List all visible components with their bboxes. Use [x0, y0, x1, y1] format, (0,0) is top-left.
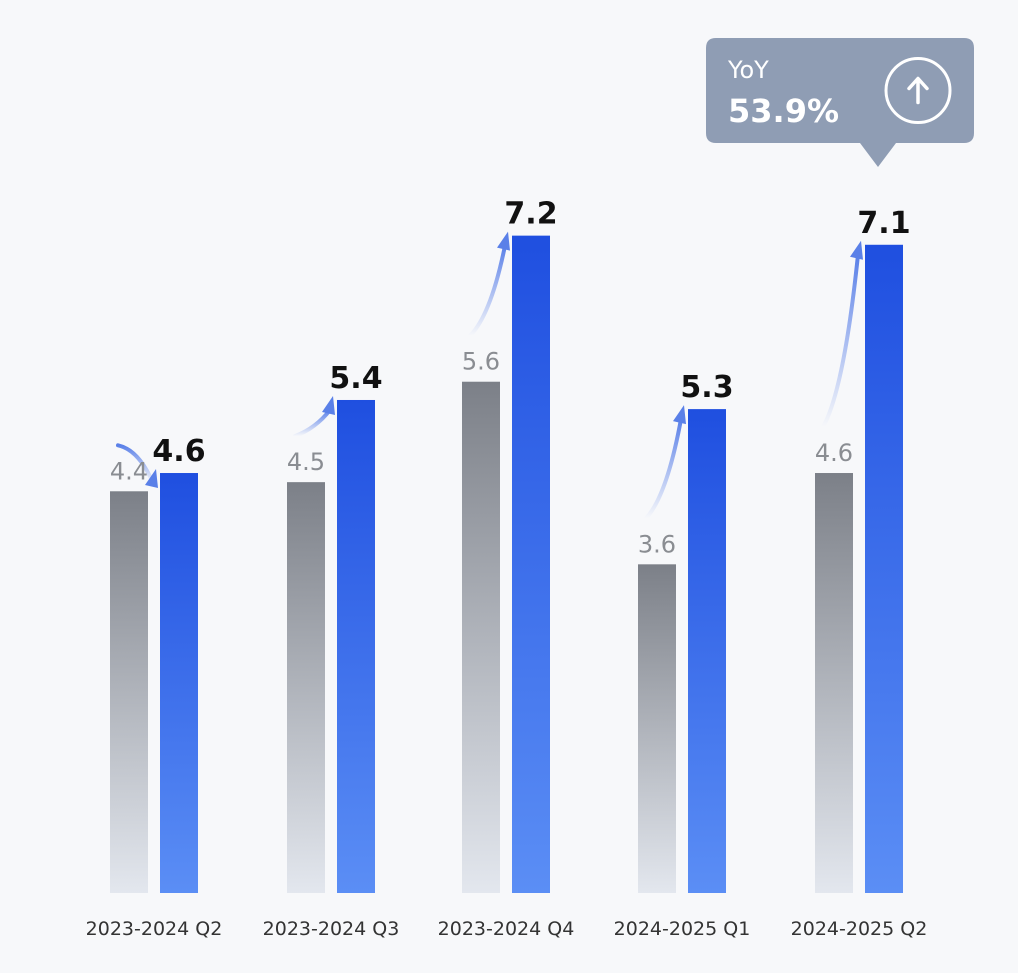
- yoy-value: 53.9%: [728, 92, 839, 130]
- growth-arrow-2: [293, 395, 335, 439]
- bar-current-1: [160, 473, 198, 893]
- value-label-previous-2: 4.5: [287, 448, 325, 476]
- bar-previous-3: [462, 381, 500, 893]
- bar-current-3: [512, 235, 550, 893]
- value-label-current-1: 4.6: [152, 434, 205, 469]
- growth-arrow-3: [468, 231, 510, 338]
- value-label-current-5: 7.1: [857, 206, 910, 241]
- growth-arrow-4: [644, 405, 686, 521]
- value-label-current-3: 7.2: [504, 197, 557, 232]
- category-label-4: 2024-2025 Q1: [614, 918, 751, 940]
- bar-previous-2: [287, 482, 325, 893]
- bar-current-2: [337, 399, 375, 893]
- yoy-label: YoY: [727, 56, 769, 84]
- value-label-previous-3: 5.6: [462, 348, 500, 376]
- category-label-2: 2023-2024 Q3: [263, 918, 400, 940]
- bar-previous-5: [815, 473, 853, 893]
- growth-arrow-5: [821, 240, 863, 430]
- category-label-5: 2024-2025 Q2: [791, 918, 928, 940]
- value-label-previous-5: 4.6: [815, 439, 853, 467]
- value-label-previous-1: 4.4: [110, 457, 148, 485]
- value-label-current-4: 5.3: [680, 370, 733, 405]
- yoy-callout-box: [706, 38, 974, 167]
- yoy-callout: YoY 53.9%: [706, 38, 974, 167]
- bar-current-4: [688, 409, 726, 893]
- bar-previous-4: [638, 564, 676, 893]
- value-label-previous-4: 3.6: [638, 530, 676, 558]
- bar-current-5: [865, 244, 903, 893]
- value-label-current-2: 5.4: [329, 361, 382, 396]
- category-label-3: 2023-2024 Q4: [438, 918, 575, 940]
- arrow-up-circle-icon: [884, 57, 952, 124]
- category-label-1: 2023-2024 Q2: [86, 918, 223, 940]
- bar-previous-1: [110, 491, 148, 893]
- growth-arrow-1: [116, 443, 158, 489]
